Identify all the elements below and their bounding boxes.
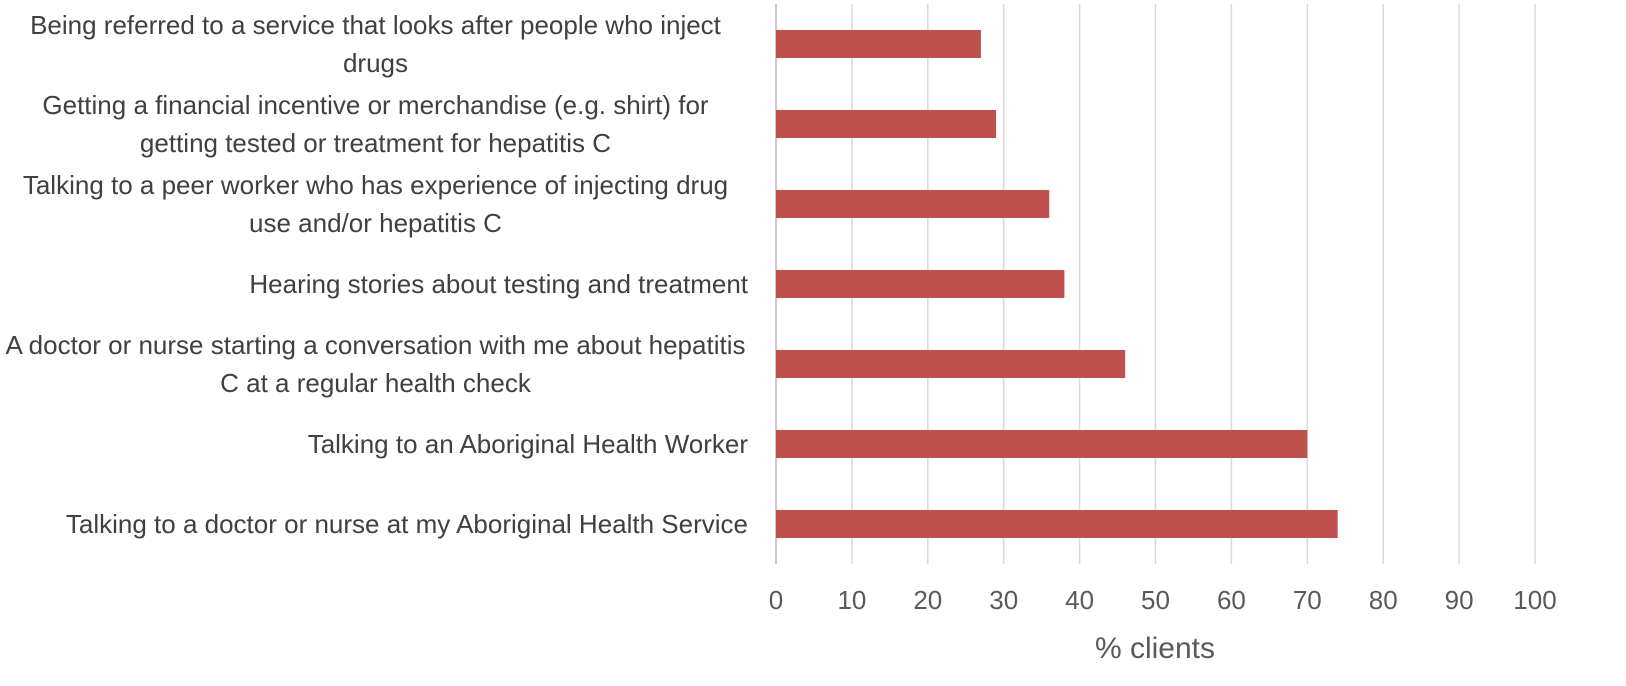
x-tick-label: 100 <box>1513 585 1556 615</box>
x-tick-label: 90 <box>1445 585 1474 615</box>
x-tick-label: 0 <box>769 585 783 615</box>
bar <box>776 30 981 58</box>
x-tick-label: 80 <box>1369 585 1398 615</box>
y-tick-label: A doctor or nurse starting a conversatio… <box>5 330 746 398</box>
y-tick-label: Talking to a doctor or nurse at my Abori… <box>65 509 748 539</box>
x-tick-label: 60 <box>1217 585 1246 615</box>
x-tick-label: 40 <box>1065 585 1094 615</box>
x-tick-label: 20 <box>913 585 942 615</box>
x-tick-label: 10 <box>837 585 866 615</box>
x-axis-title: % clients <box>1095 632 1215 665</box>
x-tick-label: 70 <box>1293 585 1322 615</box>
bar <box>776 430 1308 458</box>
bar <box>776 270 1065 298</box>
y-tick-label: Being referred to a service that looks a… <box>30 10 721 78</box>
y-tick-label: Hearing stories about testing and treatm… <box>249 269 748 299</box>
bar <box>776 510 1338 538</box>
y-tick-label: Getting a financial incentive or merchan… <box>42 90 709 158</box>
y-tick-label: Talking to a peer worker who has experie… <box>22 170 729 238</box>
x-tick-label: 50 <box>1141 585 1170 615</box>
bar <box>776 350 1126 378</box>
y-tick-label: Talking to an Aboriginal Health Worker <box>307 429 748 459</box>
bar <box>776 190 1050 218</box>
bar <box>776 110 997 138</box>
x-tick-label: 30 <box>989 585 1018 615</box>
